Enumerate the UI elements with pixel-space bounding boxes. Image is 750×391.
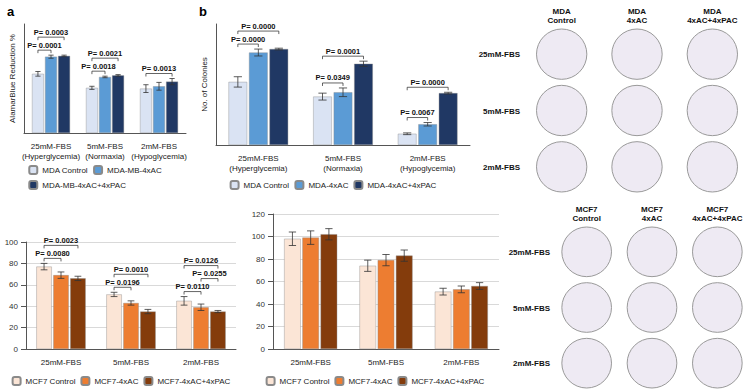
- svg-text:5mM-FBS: 5mM-FBS: [113, 358, 149, 367]
- svg-text:P= 0.0126: P= 0.0126: [184, 256, 218, 265]
- svg-text:P= 0.0023: P= 0.0023: [44, 236, 78, 245]
- svg-text:0: 0: [14, 345, 19, 354]
- svg-text:0: 0: [261, 345, 266, 354]
- svg-text:2mM-FBS: 2mM-FBS: [513, 359, 551, 368]
- svg-text:(Normaxia): (Normaxia): [323, 164, 363, 173]
- svg-text:2mM-FBS: 2mM-FBS: [141, 142, 177, 151]
- svg-text:MCF7-4xAC+4xPAC: MCF7-4xAC+4xPAC: [157, 377, 230, 386]
- svg-text:P= 0.0001: P= 0.0001: [27, 41, 61, 50]
- svg-text:P= 0.0010: P= 0.0010: [114, 265, 148, 274]
- svg-text:5mM-FBS: 5mM-FBS: [368, 358, 404, 367]
- svg-text:MCF7 Control: MCF7 Control: [26, 377, 76, 386]
- svg-text:MDA Control: MDA Control: [244, 181, 290, 190]
- svg-text:MCF74xAC+4xPAC: MCF74xAC+4xPAC: [692, 205, 743, 223]
- svg-text:MCF74xAC: MCF74xAC: [641, 205, 663, 223]
- svg-text:80: 80: [9, 259, 18, 268]
- svg-text:P= 0.0001: P= 0.0001: [326, 47, 360, 56]
- svg-text:No. of Colonies: No. of Colonies: [200, 57, 209, 112]
- svg-text:P= 0.0110: P= 0.0110: [176, 282, 210, 291]
- svg-text:25mM-FBS: 25mM-FBS: [479, 50, 521, 59]
- svg-text:MCF7-4xAC+4xPAC: MCF7-4xAC+4xPAC: [411, 377, 484, 386]
- svg-text:5mM-FBS: 5mM-FBS: [513, 304, 551, 313]
- svg-text:MDA-4xAC: MDA-4xAC: [308, 181, 348, 190]
- svg-text:P= 0.0018: P= 0.0018: [81, 62, 115, 71]
- svg-text:2mM-FBS: 2mM-FBS: [410, 154, 446, 163]
- svg-text:MDA Control: MDA Control: [42, 166, 88, 175]
- svg-text:a: a: [7, 4, 15, 19]
- svg-text:MDA-4xAC+4xPAC: MDA-4xAC+4xPAC: [367, 181, 436, 190]
- svg-text:P= 0.0080: P= 0.0080: [35, 249, 69, 258]
- svg-text:P= 0.0255: P= 0.0255: [192, 269, 226, 278]
- svg-text:MDAControl: MDAControl: [547, 7, 575, 25]
- svg-text:P= 0.0067: P= 0.0067: [400, 108, 434, 117]
- svg-text:25mM-FBS: 25mM-FBS: [290, 358, 330, 367]
- svg-text:AlamarBlue Reduction %: AlamarBlue Reduction %: [8, 34, 17, 123]
- svg-text:P= 0.0013: P= 0.0013: [142, 64, 176, 73]
- svg-text:5mM-FBS: 5mM-FBS: [87, 142, 123, 151]
- svg-text:100: 100: [5, 238, 19, 247]
- svg-text:MDA4xAC: MDA4xAC: [627, 7, 648, 25]
- svg-text:P= 0.0196: P= 0.0196: [105, 278, 139, 287]
- svg-text:25mM-FBS: 25mM-FBS: [31, 142, 71, 151]
- svg-text:MCF7 Control: MCF7 Control: [280, 377, 330, 386]
- svg-text:P= 0.0021: P= 0.0021: [88, 49, 122, 58]
- svg-text:25mM-FBS: 25mM-FBS: [509, 248, 551, 257]
- svg-text:b: b: [199, 4, 207, 19]
- svg-text:(Normaxia): (Normaxia): [85, 152, 125, 161]
- svg-text:MDA-MB-4xAC+4xPAC: MDA-MB-4xAC+4xPAC: [42, 181, 126, 190]
- svg-text:20: 20: [9, 323, 18, 332]
- svg-text:MCF7Control: MCF7Control: [572, 205, 600, 223]
- svg-text:(Hyperglycemia): (Hyperglycemia): [22, 152, 81, 161]
- svg-text:25mM-FBS: 25mM-FBS: [238, 154, 278, 163]
- svg-text:2mM-FBS: 2mM-FBS: [183, 358, 219, 367]
- svg-text:MDA4xAC+4xPAC: MDA4xAC+4xPAC: [687, 7, 738, 25]
- svg-text:MDA-MB-4xAC: MDA-MB-4xAC: [107, 166, 162, 175]
- svg-text:2mM-FBS: 2mM-FBS: [443, 358, 479, 367]
- svg-text:P= 0.0000: P= 0.0000: [241, 22, 275, 31]
- svg-text:P= 0.0003: P= 0.0003: [34, 28, 68, 37]
- svg-text:P= 0.0349: P= 0.0349: [316, 73, 350, 82]
- svg-text:5mM-FBS: 5mM-FBS: [325, 154, 361, 163]
- svg-text:40: 40: [9, 302, 18, 311]
- svg-text:P= 0.0000: P= 0.0000: [410, 78, 444, 87]
- svg-text:100: 100: [252, 232, 266, 241]
- svg-text:25mM-FBS: 25mM-FBS: [41, 358, 81, 367]
- svg-text:MCF7-4xAC: MCF7-4xAC: [94, 377, 138, 386]
- svg-text:60: 60: [9, 280, 18, 289]
- svg-text:60: 60: [256, 277, 265, 286]
- svg-text:(Hyperglycemia): (Hyperglycemia): [229, 164, 288, 173]
- svg-text:120: 120: [252, 210, 266, 219]
- svg-text:(Hypoglycemia): (Hypoglycemia): [131, 152, 187, 161]
- svg-text:(Hypoglycemia): (Hypoglycemia): [400, 164, 456, 173]
- svg-text:5mM-FBS: 5mM-FBS: [483, 107, 521, 116]
- svg-text:MCF7-4xAC: MCF7-4xAC: [348, 377, 392, 386]
- svg-text:20: 20: [256, 322, 265, 331]
- svg-text:40: 40: [256, 300, 265, 309]
- svg-text:80: 80: [256, 255, 265, 264]
- svg-text:P= 0.0000: P= 0.0000: [231, 35, 265, 44]
- svg-text:2mM-FBS: 2mM-FBS: [483, 163, 521, 172]
